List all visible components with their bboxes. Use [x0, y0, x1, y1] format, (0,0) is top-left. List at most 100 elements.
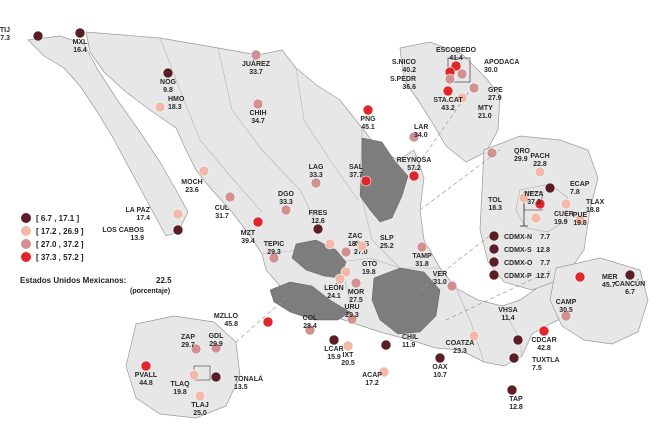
city-marker [194, 390, 206, 402]
city-code: APODACA [484, 59, 519, 66]
city-marker [268, 252, 280, 264]
city-code: CUER [554, 211, 574, 218]
city-marker [488, 230, 500, 242]
city-value: 29.9 [514, 156, 528, 163]
city-code: JUÁREZ [242, 59, 271, 68]
city-value: 16.4 [73, 47, 87, 54]
city-marker [312, 223, 324, 235]
national-label: Estados Unidos Mexicanos: [20, 276, 126, 285]
national-unit: (porcentaje) [130, 288, 170, 295]
city-value: 33.3 [309, 172, 323, 179]
legend-swatch [21, 239, 31, 249]
legend-item: [ 6.7 , 17.1 ] [21, 213, 79, 223]
city-value: 29.7 [181, 342, 195, 349]
city-value: 37.3 [527, 199, 541, 206]
city-marker [530, 212, 542, 224]
city-code: ACAP [362, 372, 382, 379]
city-value: 12.7 [536, 273, 550, 280]
city-marker [574, 214, 586, 226]
city-code: ZAP [181, 334, 195, 341]
city-marker [416, 241, 428, 253]
city-code: CDCAR [531, 337, 556, 344]
city-value: 18.0 [348, 241, 362, 248]
city-code: TLAX [586, 199, 605, 206]
city-code: MOR [348, 289, 364, 296]
city-code: QRO [514, 148, 531, 155]
city-value: 31.0 [433, 279, 447, 286]
city-value: 25.0 [193, 410, 207, 417]
city-value: 33.3 [279, 199, 293, 206]
city-value: 7.7 [540, 260, 550, 267]
city-value: 29.3 [345, 312, 359, 319]
city-value: 11.4 [501, 315, 514, 322]
city-code: VHSA [498, 307, 517, 314]
city-marker [154, 101, 166, 113]
legend-label: [ 6.7 , 17.1 ] [36, 214, 79, 223]
city-value: 40.2 [402, 67, 416, 74]
city-code: HMO [168, 96, 185, 103]
city-marker [362, 104, 374, 116]
city-marker [328, 334, 340, 346]
city-value: 37.7 [349, 172, 363, 179]
city-marker [356, 240, 368, 252]
city-value: 31.8 [415, 261, 429, 268]
city-code: TLAJ [191, 402, 209, 409]
city-cdmx-n: CDMX-N 7.7 [488, 230, 550, 242]
city-marker [188, 369, 200, 381]
city-marker [280, 204, 292, 216]
city-cdmx-p: CDMX-P 12.7 [488, 269, 550, 281]
city-cdmx-o: CDMX-O 7.7 [488, 256, 550, 268]
city-cdmx-s: CDMX-S 12.8 [488, 243, 550, 255]
city-marker [560, 198, 572, 210]
city-value: 12.6 [311, 218, 325, 225]
city-marker [506, 384, 518, 396]
city-code: SAL [349, 164, 364, 171]
city-code: IXT [343, 352, 355, 359]
city-value: 21.0 [478, 113, 492, 120]
national-value: Estados Unidos Mexicanos: 22.5 (porcentaje… [20, 276, 172, 295]
legend-item: [ 17.2 , 26.9 ] [21, 226, 84, 236]
city-code: SLP [380, 235, 394, 242]
legend-label: [ 27.0 , 37.2 ] [36, 240, 84, 249]
city-marker [518, 192, 530, 204]
city-value: 45.1 [361, 124, 375, 131]
city-value: 36.6 [402, 84, 416, 91]
city-marker [172, 224, 184, 236]
guadalajara-inset [125, 315, 241, 419]
city-code: COATZA [446, 340, 475, 347]
city-value: 18.3 [488, 205, 502, 212]
city-code: TUXTLA [532, 357, 560, 364]
city-code: CHIH [249, 110, 266, 117]
city-marker [250, 49, 262, 61]
city-code: LA PAZ [126, 207, 151, 214]
city-value: 44.8 [139, 380, 153, 387]
city-code: ECAP [570, 181, 590, 188]
city-value: 23.3 [453, 348, 467, 355]
legend-item: [ 27.0 , 37.2 ] [21, 239, 84, 249]
city-code: DGO [278, 191, 295, 198]
city-value: 27.0 [354, 249, 368, 256]
city-marker [172, 208, 184, 220]
